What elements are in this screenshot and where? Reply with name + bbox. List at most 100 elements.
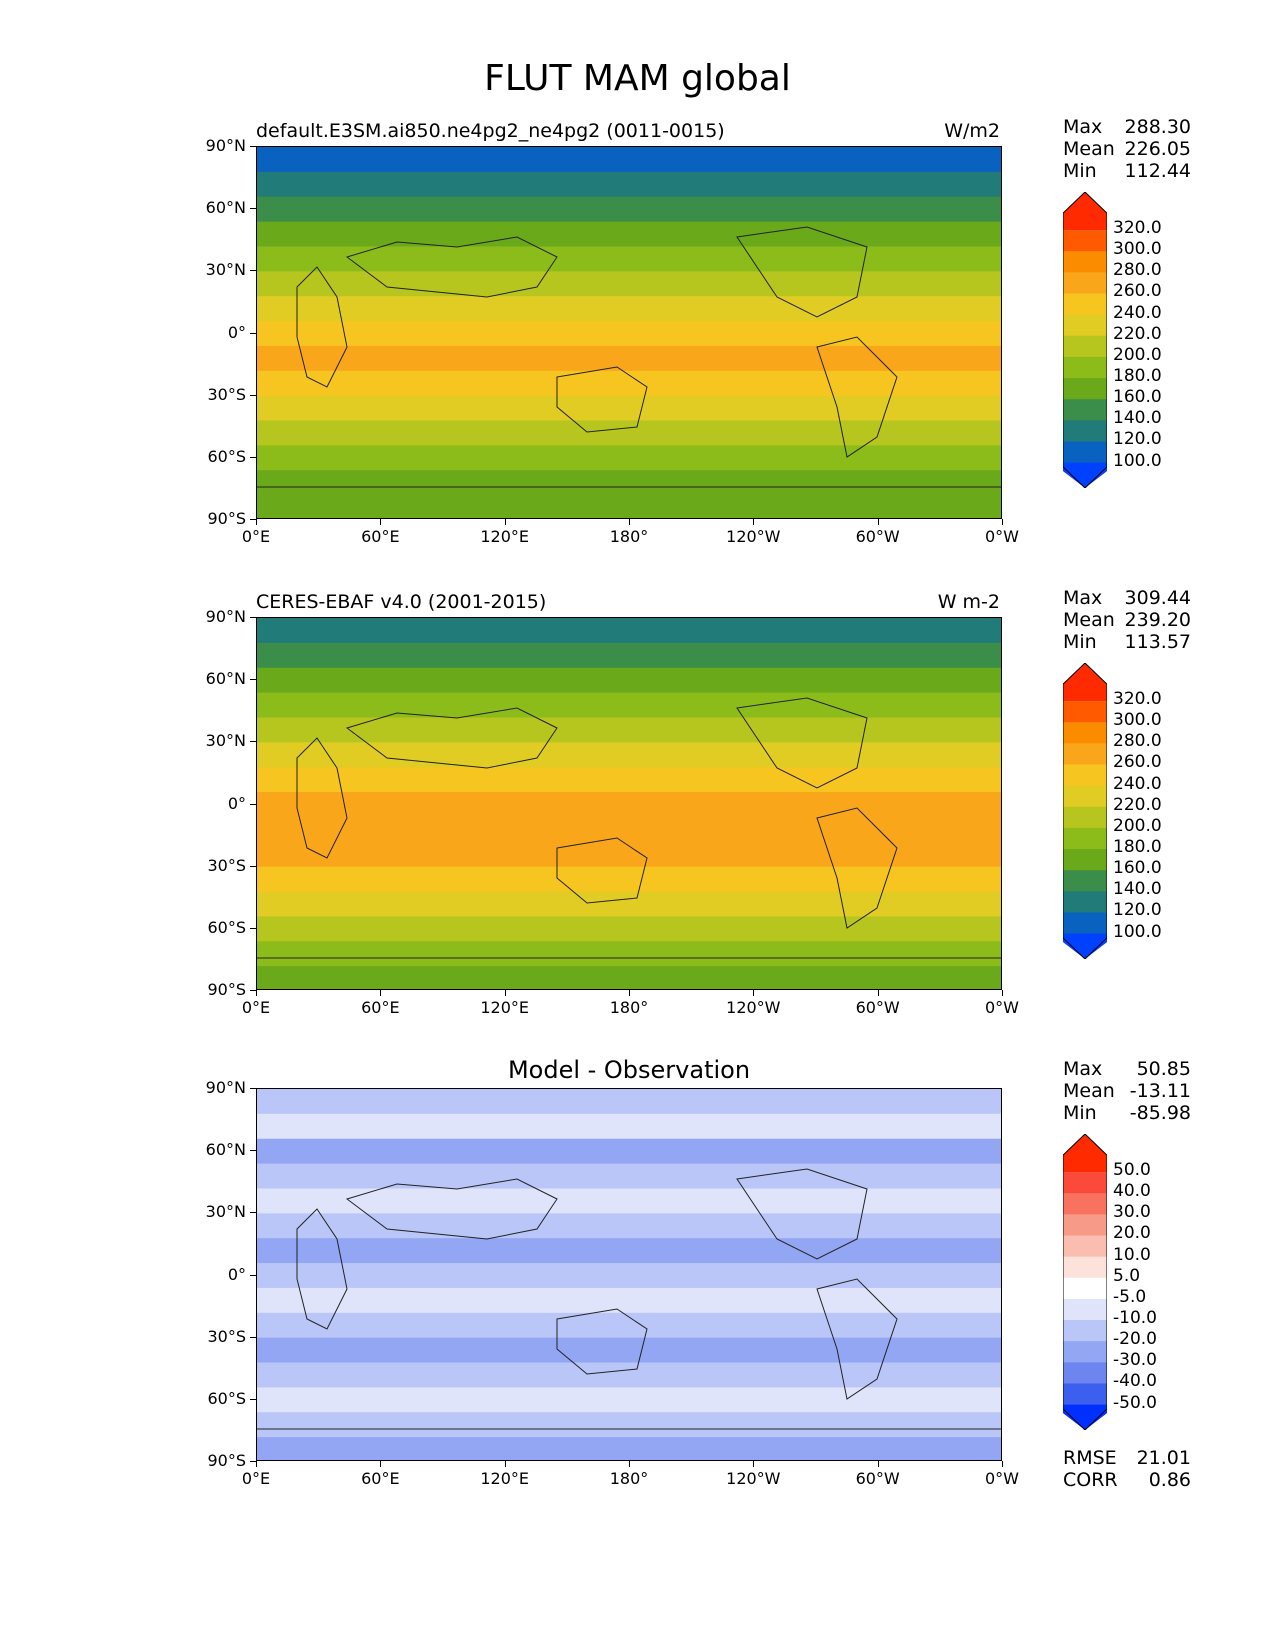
map-svg: [257, 1089, 1001, 1460]
map-band: [257, 816, 1001, 843]
colorbar-label: 320.0: [1113, 218, 1162, 239]
colorbar-segment: [1063, 378, 1107, 400]
y-tick: [250, 1461, 256, 1462]
y-tick-label: 90°N: [205, 1078, 246, 1097]
map-band: [257, 221, 1001, 248]
colorbar-label: 40.0: [1113, 1181, 1151, 1202]
colorbar-segment: [1063, 1362, 1107, 1384]
colorbar-label: 260.0: [1113, 752, 1162, 773]
x-tick-label: 0°W: [985, 998, 1019, 1017]
stat-label: Max: [1063, 116, 1103, 138]
map-band: [257, 792, 1001, 818]
stat-value: 226.05: [1124, 138, 1191, 160]
coastline: [556, 366, 648, 433]
colorbar-label: -5.0: [1113, 1286, 1147, 1307]
map-svg: [257, 618, 1001, 989]
map-band: [257, 370, 1001, 397]
map-band: [257, 841, 1001, 868]
colorbar-segment: [1063, 764, 1107, 787]
stat-label: Max: [1063, 1058, 1103, 1080]
colorbar-segment: [1063, 335, 1107, 358]
y-tick-label: 90°N: [205, 136, 246, 155]
colorbar-label: 200.0: [1113, 815, 1162, 836]
colorbar-segment: [1063, 1172, 1107, 1194]
colorbar-label: 20.0: [1113, 1223, 1151, 1244]
y-tick-label: 60°N: [205, 198, 246, 218]
x-tick: [504, 519, 506, 525]
colorbar-segment: [1063, 1235, 1107, 1258]
colorbar-segment: [1063, 293, 1107, 316]
stat-label: Mean: [1063, 609, 1115, 631]
stats-box: Max 288.30 Mean 226.05 Min 112.44: [1063, 116, 1191, 182]
map-band: [257, 445, 1001, 472]
x-tick-label: 120°E: [480, 998, 529, 1017]
colorbar-segment: [1063, 891, 1107, 913]
panel-units: W m-2: [937, 591, 1000, 613]
coastline: [296, 737, 348, 859]
colorbar-segment: [1063, 1298, 1107, 1321]
colorbar-segment: [1063, 192, 1107, 231]
map-band: [257, 642, 1001, 669]
colorbar-label: 50.0: [1113, 1160, 1151, 1181]
colorbar-segment: [1063, 251, 1107, 273]
colorbar-label: 100.0: [1113, 921, 1162, 942]
x-tick-label: 0°W: [985, 527, 1019, 546]
colorbar-label: 320.0: [1113, 689, 1162, 710]
x-tick-label: 60°W: [855, 998, 900, 1017]
x-tick-label: 60°W: [855, 527, 900, 546]
map-band: [257, 296, 1001, 323]
colorbar-label: -10.0: [1113, 1308, 1157, 1329]
x-tick-label: 120°W: [726, 998, 781, 1017]
stat-row: Mean 239.20: [1063, 609, 1191, 631]
colorbar-label: 280.0: [1113, 260, 1162, 281]
stat-value: 21.01: [1136, 1447, 1191, 1469]
stat-value: 239.20: [1124, 609, 1191, 631]
panel-difference: Model - Observation 90°N 60°N 30°N 0° 30°S 60…: [0, 1056, 1275, 1532]
x-tick-label: 60°W: [855, 1469, 900, 1488]
y-tick-label: 60°S: [207, 1388, 246, 1408]
map-band: [257, 495, 1001, 518]
map-band: [257, 1089, 1001, 1115]
colorbar-label: 120.0: [1113, 900, 1162, 921]
colorbar-segment: [1063, 912, 1107, 935]
map-band: [257, 941, 1001, 968]
colorbar-segment: [1063, 272, 1107, 294]
map-band: [257, 1188, 1001, 1215]
map-band: [257, 321, 1001, 347]
y-tick: [250, 332, 256, 334]
figure-title: FLUT MAM global: [484, 58, 791, 99]
stat-value: 309.44: [1124, 587, 1191, 609]
y-tick-label: 60°N: [205, 669, 246, 689]
y-tick-label: 90°S: [207, 509, 246, 528]
panel-title: CERES-EBAF v4.0 (2001-2015): [256, 591, 547, 613]
y-tick: [250, 146, 256, 147]
colorbar-label: -20.0: [1113, 1329, 1157, 1350]
colorbar-label: 140.0: [1113, 408, 1162, 429]
stat-value: 0.86: [1148, 1469, 1191, 1491]
colorbar-segment: [1063, 663, 1107, 702]
coastline: [296, 1208, 348, 1330]
y-tick-label: 30°S: [207, 855, 246, 875]
y-tick-label: 0°: [227, 322, 246, 342]
map-band: [257, 1213, 1001, 1240]
y-tick: [250, 519, 256, 520]
x-tick: [753, 1461, 755, 1467]
y-tick: [250, 1336, 256, 1338]
colorbar-segment: [1063, 701, 1107, 723]
x-tick-label: 120°W: [726, 1469, 781, 1488]
y-tick-label: 30°N: [205, 731, 246, 751]
colorbar-segment: [1063, 827, 1107, 850]
y-tick: [250, 270, 256, 272]
stat-row: Mean 226.05: [1063, 138, 1191, 160]
y-tick: [250, 1398, 256, 1400]
colorbar-segment: [1063, 806, 1107, 829]
map-plot: [256, 146, 1002, 519]
y-tick-label: 0°: [227, 793, 246, 813]
colorbar-segment: [1063, 441, 1107, 464]
map-band: [257, 742, 1001, 769]
x-tick-label: 120°E: [480, 1469, 529, 1488]
colorbar-segment: [1063, 420, 1107, 442]
map-band: [257, 196, 1001, 223]
panel-units: W/m2: [944, 120, 1000, 142]
colorbar-segment: [1063, 849, 1107, 871]
